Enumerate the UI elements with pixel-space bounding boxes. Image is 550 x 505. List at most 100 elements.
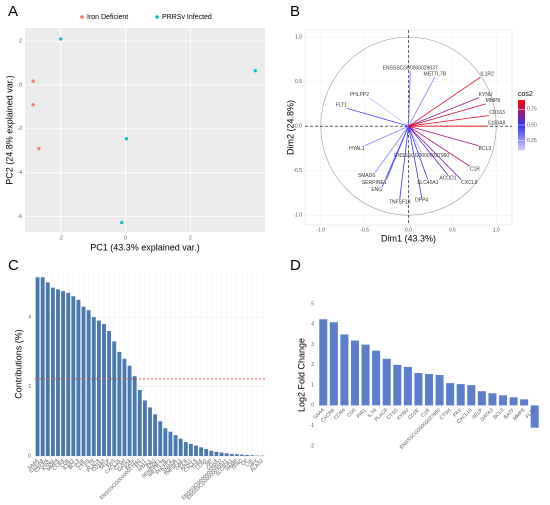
bar: [148, 407, 152, 456]
variable-label: HYAL1: [349, 146, 365, 152]
y-axis-label: Dim2 (24.8%): [285, 100, 295, 155]
variable-label: BCL3: [479, 146, 492, 152]
bar: [477, 391, 486, 406]
variable-label: ACOD1: [439, 175, 456, 181]
y-axis-label: Contributions (%): [13, 329, 23, 399]
bar: [520, 399, 529, 406]
panel-letter: B: [290, 3, 300, 20]
bar: [488, 393, 497, 406]
colorbar-segment: [518, 130, 525, 133]
bar: [456, 384, 465, 406]
variable-label: CD163: [489, 110, 505, 116]
x-tick-label: FAS: [106, 458, 117, 469]
loading-arrow: [399, 126, 409, 200]
colorbar-segment: [518, 127, 525, 131]
bar: [199, 447, 204, 456]
loading-arrow: [408, 126, 423, 198]
bar: [61, 291, 66, 456]
panel-letter: C: [8, 257, 19, 274]
loading-arrow: [374, 125, 409, 173]
bar: [467, 385, 476, 406]
colorbar-segment: [518, 105, 525, 108]
y-tick-label: 2: [19, 38, 22, 44]
point: [31, 79, 35, 83]
bar: [219, 452, 224, 456]
bar: [372, 350, 381, 406]
bar: [414, 372, 423, 406]
variable-label: SLC40A1: [417, 180, 439, 186]
variable-label: FLT1: [336, 103, 348, 109]
legend-swatch: [155, 15, 159, 19]
loading-arrow: [408, 126, 429, 180]
loading-arrow: [408, 103, 486, 127]
bar: [117, 351, 122, 456]
bar: [96, 320, 101, 456]
bar: [71, 296, 76, 456]
bar: [224, 453, 229, 456]
bar: [122, 358, 127, 456]
bar: [204, 449, 209, 456]
y-tick-label: -4: [18, 170, 23, 176]
point: [253, 69, 257, 73]
bar: [214, 451, 219, 456]
x-tick-label: LTF: [244, 458, 254, 468]
colorbar-segment: [518, 107, 525, 111]
point: [124, 137, 129, 141]
colorbar-segment: [518, 125, 525, 128]
variable-label: S100A8: [487, 120, 505, 126]
y-tick-label: 4: [311, 322, 314, 328]
bar: [340, 334, 349, 406]
variable-label: C1R: [470, 167, 480, 173]
colorbar-segment: [518, 117, 525, 121]
y-tick-label: 0.5: [295, 79, 302, 85]
loading-arrow: [381, 126, 409, 187]
variable-label: KYNU: [479, 92, 493, 98]
bar: [424, 373, 434, 406]
y-tick-label: 0: [311, 403, 314, 409]
colorbar-label: 0.50: [527, 122, 537, 128]
bar: [81, 306, 86, 456]
colorbar-segment: [518, 100, 525, 103]
legend-label: PRRSv Infected: [162, 14, 212, 21]
bar: [509, 397, 518, 406]
colorbar-segment: [518, 142, 525, 146]
bar: [76, 299, 81, 456]
bar: [173, 435, 178, 456]
bar: [50, 287, 55, 456]
loading-arrow: [408, 125, 471, 167]
point: [37, 147, 41, 151]
bar: [382, 358, 391, 406]
variable-label: PHLPP2: [350, 92, 369, 98]
panel-letter: A: [8, 3, 18, 20]
y-axis-label: Log2 Fold Change: [296, 338, 306, 412]
loading-arrow: [346, 107, 409, 127]
loading-arrow: [408, 70, 411, 127]
y-tick-label: -6: [18, 214, 23, 220]
loading-arrow: [408, 77, 436, 127]
colorbar-label: 0.75: [527, 107, 537, 113]
colorbar-label: 0.25: [527, 138, 537, 144]
loading-arrow: [408, 125, 462, 180]
point: [59, 37, 63, 41]
y-axis-label: PC2 (24.8% explained var.): [4, 75, 14, 185]
variable-label: ENSSSCG00000029037: [383, 65, 438, 71]
bar: [250, 455, 255, 456]
bar: [229, 453, 234, 456]
legend-label: Iron Deficient: [87, 14, 128, 21]
bar: [446, 383, 455, 406]
y-tick-label: 0: [28, 453, 31, 459]
x-tick-label: -2: [58, 235, 63, 241]
colorbar-segment: [518, 115, 525, 118]
y-tick-label: -1: [310, 423, 315, 429]
variable-label: SMAD6: [358, 173, 375, 179]
y-tick-label: 1.0: [295, 34, 302, 40]
variable-label: DPP4: [415, 198, 428, 204]
bar: [40, 277, 45, 456]
x-tick-label: CCR4: [333, 407, 347, 421]
loading-arrow: [408, 125, 423, 154]
x-tick-label: C1R: [75, 458, 87, 470]
variable-label: CXCL8: [461, 180, 477, 186]
variable-label: TNFSF13: [389, 200, 411, 206]
bar: [209, 450, 214, 456]
loading-arrow: [408, 125, 479, 147]
